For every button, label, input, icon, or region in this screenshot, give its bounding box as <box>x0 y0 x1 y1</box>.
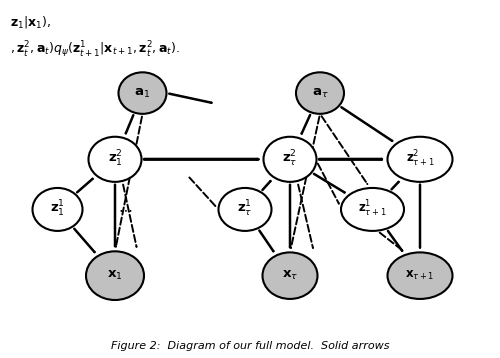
Ellipse shape <box>32 188 82 231</box>
Text: $\mathbf{z}_{\tau+1}^2$: $\mathbf{z}_{\tau+1}^2$ <box>406 149 434 169</box>
Ellipse shape <box>388 252 452 299</box>
Text: $\mathbf{z}_1^1$: $\mathbf{z}_1^1$ <box>50 199 65 219</box>
Text: $\mathbf{x}_{\tau+1}$: $\mathbf{x}_{\tau+1}$ <box>406 269 434 282</box>
Ellipse shape <box>118 72 166 114</box>
Text: $\mathbf{a}_{\tau}$: $\mathbf{a}_{\tau}$ <box>312 87 328 100</box>
Text: Figure 2:  Diagram of our full model.  Solid arrows: Figure 2: Diagram of our full model. Sol… <box>111 341 389 351</box>
Text: $\cdots$: $\cdots$ <box>118 202 132 217</box>
Text: $\mathbf{z}_1|\mathbf{x}_1),$: $\mathbf{z}_1|\mathbf{x}_1),$ <box>10 14 51 30</box>
Text: $\cdots$: $\cdots$ <box>186 150 204 168</box>
Text: $\mathbf{x}_1$: $\mathbf{x}_1$ <box>107 269 123 282</box>
Ellipse shape <box>86 251 144 300</box>
Text: $\mathbf{x}_{\tau}$: $\mathbf{x}_{\tau}$ <box>282 269 298 282</box>
Text: $\mathbf{a}_1$: $\mathbf{a}_1$ <box>134 87 150 100</box>
Text: $\mathbf{z}_1^2$: $\mathbf{z}_1^2$ <box>108 149 122 169</box>
Ellipse shape <box>264 137 316 182</box>
Text: $, \mathbf{z}_t^2, \mathbf{a}_t)q_\psi(\mathbf{z}_{t+1}^1|\mathbf{x}_{t+1}, \mat: $, \mathbf{z}_t^2, \mathbf{a}_t)q_\psi(\… <box>10 39 180 60</box>
Ellipse shape <box>296 72 344 114</box>
Text: $\mathbf{z}_{\tau}^1$: $\mathbf{z}_{\tau}^1$ <box>238 199 252 219</box>
Ellipse shape <box>388 137 452 182</box>
Text: $\mathbf{z}_{\tau}^2$: $\mathbf{z}_{\tau}^2$ <box>282 149 298 169</box>
Text: $\mathbf{z}_{\tau+1}^1$: $\mathbf{z}_{\tau+1}^1$ <box>358 199 386 219</box>
Ellipse shape <box>218 188 272 231</box>
Ellipse shape <box>341 188 404 231</box>
Ellipse shape <box>262 252 318 299</box>
Ellipse shape <box>88 137 142 182</box>
